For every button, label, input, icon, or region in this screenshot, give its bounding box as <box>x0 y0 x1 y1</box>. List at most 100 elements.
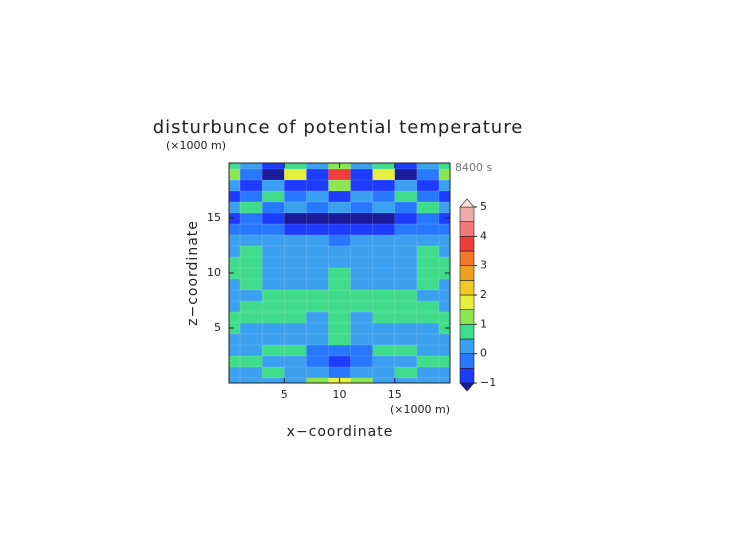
contour-cell <box>438 190 450 203</box>
contour-cell <box>261 190 285 203</box>
colorbar-segment <box>459 221 475 237</box>
contour-cell <box>372 223 396 236</box>
contour-cell <box>239 289 263 302</box>
contour-cell <box>306 256 330 269</box>
contour-cell <box>306 168 330 181</box>
contour-cell <box>372 322 396 335</box>
contour-cell <box>438 223 450 236</box>
colorbar-segment <box>459 250 475 266</box>
contour-cell <box>416 366 440 379</box>
contour-cell <box>284 344 308 357</box>
contour-cell <box>438 168 450 181</box>
contour-cell <box>306 190 330 203</box>
x-unit: (×1000 m) <box>390 403 450 416</box>
contour-cell <box>394 344 418 357</box>
contour-cell <box>416 267 440 280</box>
contour-cell <box>306 212 330 225</box>
contour-cell <box>239 267 263 280</box>
contour-cell <box>350 355 374 368</box>
contour-cell <box>239 201 263 214</box>
contour-cell <box>416 245 440 258</box>
contour-cell <box>261 212 285 225</box>
contour-cell <box>416 212 440 225</box>
contour-cell <box>372 168 396 181</box>
contour-cell <box>394 190 418 203</box>
contour-cell <box>350 201 374 214</box>
contour-cell <box>394 366 418 379</box>
contour-cell <box>394 322 418 335</box>
contour-cell <box>394 168 418 181</box>
contour-cell <box>350 223 374 236</box>
contour-cell <box>261 322 285 335</box>
contour-cell <box>394 256 418 269</box>
contour-cell <box>416 311 440 324</box>
contour-cell <box>328 201 352 214</box>
contour-cell <box>306 179 330 192</box>
contour-cell <box>306 201 330 214</box>
contour-cell <box>438 179 450 192</box>
contour-cell <box>438 267 450 280</box>
colorbar-segment <box>459 368 475 384</box>
contour-cell <box>372 212 396 225</box>
contour-cell <box>350 289 374 302</box>
contour-cell <box>394 267 418 280</box>
contour-cell <box>372 267 396 280</box>
chart-title: disturbunce of potential temperature <box>153 117 524 138</box>
contour-cell <box>328 311 352 324</box>
contour-cell <box>261 234 285 247</box>
contour-cell <box>350 212 374 225</box>
colorbar-tick-label: 5 <box>480 200 487 213</box>
colorbar-segment <box>459 236 475 252</box>
colorbar-segment <box>459 353 475 369</box>
contour-cell <box>284 234 308 247</box>
contour-cell <box>438 322 450 335</box>
contour-cell <box>261 355 285 368</box>
contour-cell <box>350 179 374 192</box>
contour-cell <box>328 256 352 269</box>
contour-cell <box>438 212 450 225</box>
colorbar-tick-label: 1 <box>480 317 487 330</box>
contour-cell <box>261 300 285 313</box>
colorbar-segment <box>459 206 475 222</box>
contour-cell <box>438 289 450 302</box>
contour-cell <box>350 311 374 324</box>
contour-cell <box>394 278 418 291</box>
contour-cell <box>239 223 263 236</box>
contour-cell <box>350 322 374 335</box>
contour-cell <box>394 333 418 346</box>
x-axis-label: x−coordinate <box>287 424 394 440</box>
contour-cell <box>284 179 308 192</box>
contour-cell <box>372 245 396 258</box>
contour-cell <box>394 201 418 214</box>
contour-cell <box>438 344 450 357</box>
contour-cell <box>416 168 440 181</box>
y-axis-label: z−coordinate <box>185 220 201 326</box>
contour-cell <box>438 355 450 368</box>
contour-cell <box>261 289 285 302</box>
colorbar-segment <box>459 294 475 310</box>
contour-cell <box>416 179 440 192</box>
contour-cell <box>328 366 352 379</box>
contour-cell <box>350 344 374 357</box>
contour-cell <box>328 267 352 280</box>
contour-cell <box>416 344 440 357</box>
contour-cell <box>328 234 352 247</box>
contour-cell <box>306 289 330 302</box>
contour-cell <box>416 201 440 214</box>
contour-cell <box>239 179 263 192</box>
contour-cell <box>284 289 308 302</box>
contour-cell <box>261 201 285 214</box>
contour-cell <box>306 267 330 280</box>
contour-cell <box>372 256 396 269</box>
contour-cell <box>416 256 440 269</box>
contour-cell <box>328 289 352 302</box>
contour-cell <box>328 223 352 236</box>
contour-cell <box>239 190 263 203</box>
contour-cell <box>328 179 352 192</box>
contour-cell <box>438 333 450 346</box>
contour-cell <box>372 311 396 324</box>
contour-cell <box>261 223 285 236</box>
colorbar-segment <box>459 309 475 325</box>
contour-cell <box>261 311 285 324</box>
